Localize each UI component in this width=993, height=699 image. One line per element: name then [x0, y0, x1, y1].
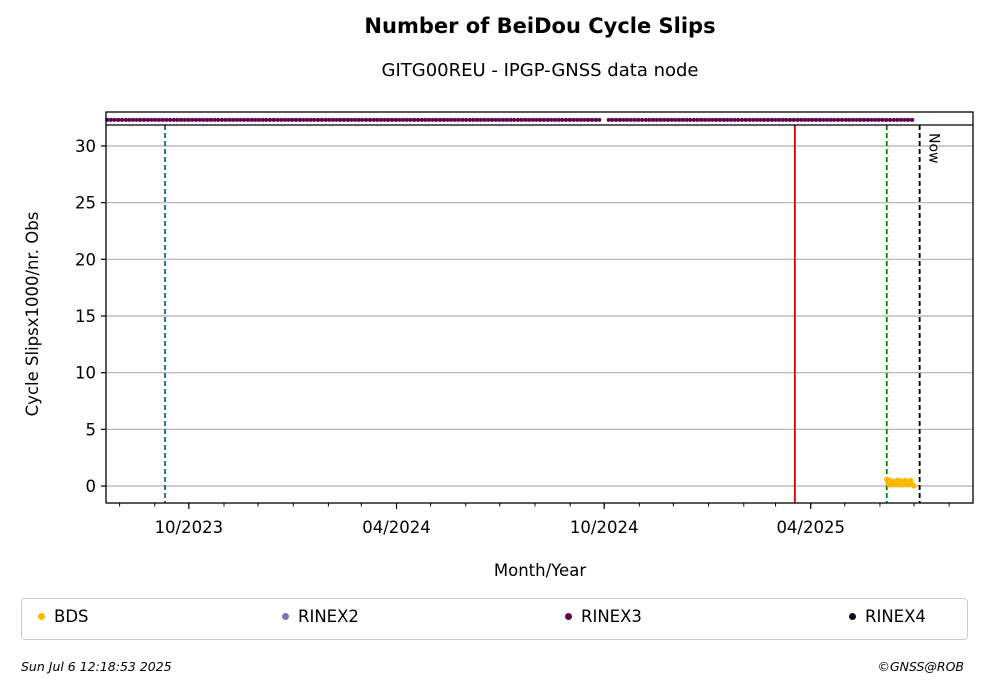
chart-title: Number of BeiDou Cycle Slips — [364, 14, 716, 38]
footer-credit: ©GNSS@ROB — [877, 659, 964, 674]
y-tick-label: 15 — [75, 307, 96, 326]
legend-label-bds: BDS — [54, 607, 89, 626]
footer-timestamp: Sun Jul 6 12:18:53 2025 — [21, 659, 172, 674]
y-axis-label: Cycle Slipsx1000/nr. Obs — [23, 212, 42, 417]
legend-marker-bds — [38, 613, 45, 620]
plot-frame — [105, 111, 974, 504]
bds-point — [911, 483, 917, 489]
x-tick-label: 10/2024 — [570, 518, 639, 537]
x-axis-label: Month/Year — [494, 561, 586, 580]
legend-item-rinex4: RINEX4 — [849, 607, 926, 626]
now-label: Now — [926, 133, 942, 164]
legend-item-bds: BDS — [38, 607, 89, 626]
legend-marker-rinex4 — [849, 613, 856, 620]
y-tick-label: 25 — [75, 194, 96, 213]
y-tick-label: 30 — [75, 137, 96, 156]
y-tick-label: 0 — [86, 477, 97, 496]
x-tick-label: 04/2024 — [362, 518, 431, 537]
legend-marker-rinex3 — [565, 613, 572, 620]
legend-label-rinex3: RINEX3 — [581, 607, 642, 626]
chart-subtitle: GITG00REU - IPGP-GNSS data node — [381, 60, 699, 81]
y-tick-label: 10 — [75, 364, 96, 383]
legend-marker-rinex2 — [282, 613, 289, 620]
legend-label-rinex4: RINEX4 — [865, 607, 926, 626]
legend: BDS RINEX2 RINEX3 RINEX4 — [21, 598, 968, 640]
legend-item-rinex2: RINEX2 — [282, 607, 359, 626]
y-tick-label: 5 — [86, 420, 97, 439]
x-tick-label: 04/2025 — [776, 518, 845, 537]
y-tick-label: 20 — [75, 250, 96, 269]
legend-label-rinex2: RINEX2 — [298, 607, 359, 626]
x-tick-label: 10/2023 — [155, 518, 224, 537]
legend-item-rinex3: RINEX3 — [565, 607, 642, 626]
